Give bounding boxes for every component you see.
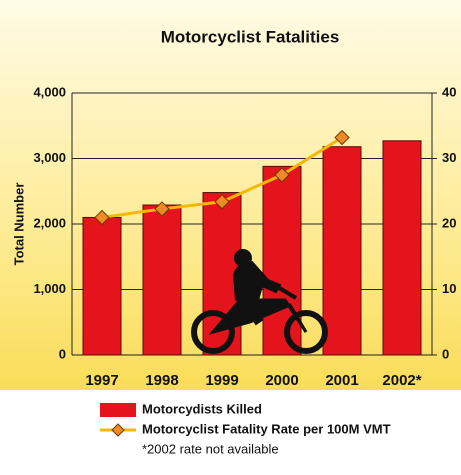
legend-swatch (100, 403, 136, 417)
legend-label: Motorcyclist Fatality Rate per 100M VMT (142, 421, 391, 436)
note: *2002 rate not available (142, 441, 279, 456)
legend-label: Motorcydists Killed (142, 401, 262, 416)
x-tick-label: 2001 (325, 372, 358, 389)
x-tick-label: 2000 (265, 372, 298, 389)
bar (383, 141, 421, 355)
bar (83, 217, 121, 355)
y2-tick-label: 0 (442, 346, 449, 361)
x-tick-label: 1997 (85, 372, 118, 389)
y-tick-label: 3,000 (33, 150, 66, 165)
y-axis-label: Total Number (11, 183, 26, 266)
x-tick-label: 1998 (145, 372, 178, 389)
y-tick-label: 4,000 (33, 84, 66, 99)
y2-tick-label: 10 (442, 281, 456, 296)
y2-tick-label: 30 (442, 150, 456, 165)
y2-tick-label: 40 (442, 84, 456, 99)
bar (323, 147, 361, 355)
x-tick-label: 1999 (205, 372, 238, 389)
chart-title: Motorcyclist Fatalities (161, 27, 340, 46)
y-tick-label: 1,000 (33, 281, 66, 296)
y2-tick-label: 20 (442, 215, 456, 230)
bar (263, 166, 301, 355)
bar (143, 205, 181, 355)
y-tick-label: 0 (59, 346, 66, 361)
chart: Motorcyclist Fatalities Total Number 0 1,… (0, 0, 461, 475)
x-tick-label: 2002* (382, 372, 421, 389)
y-tick-label: 2,000 (33, 215, 66, 230)
